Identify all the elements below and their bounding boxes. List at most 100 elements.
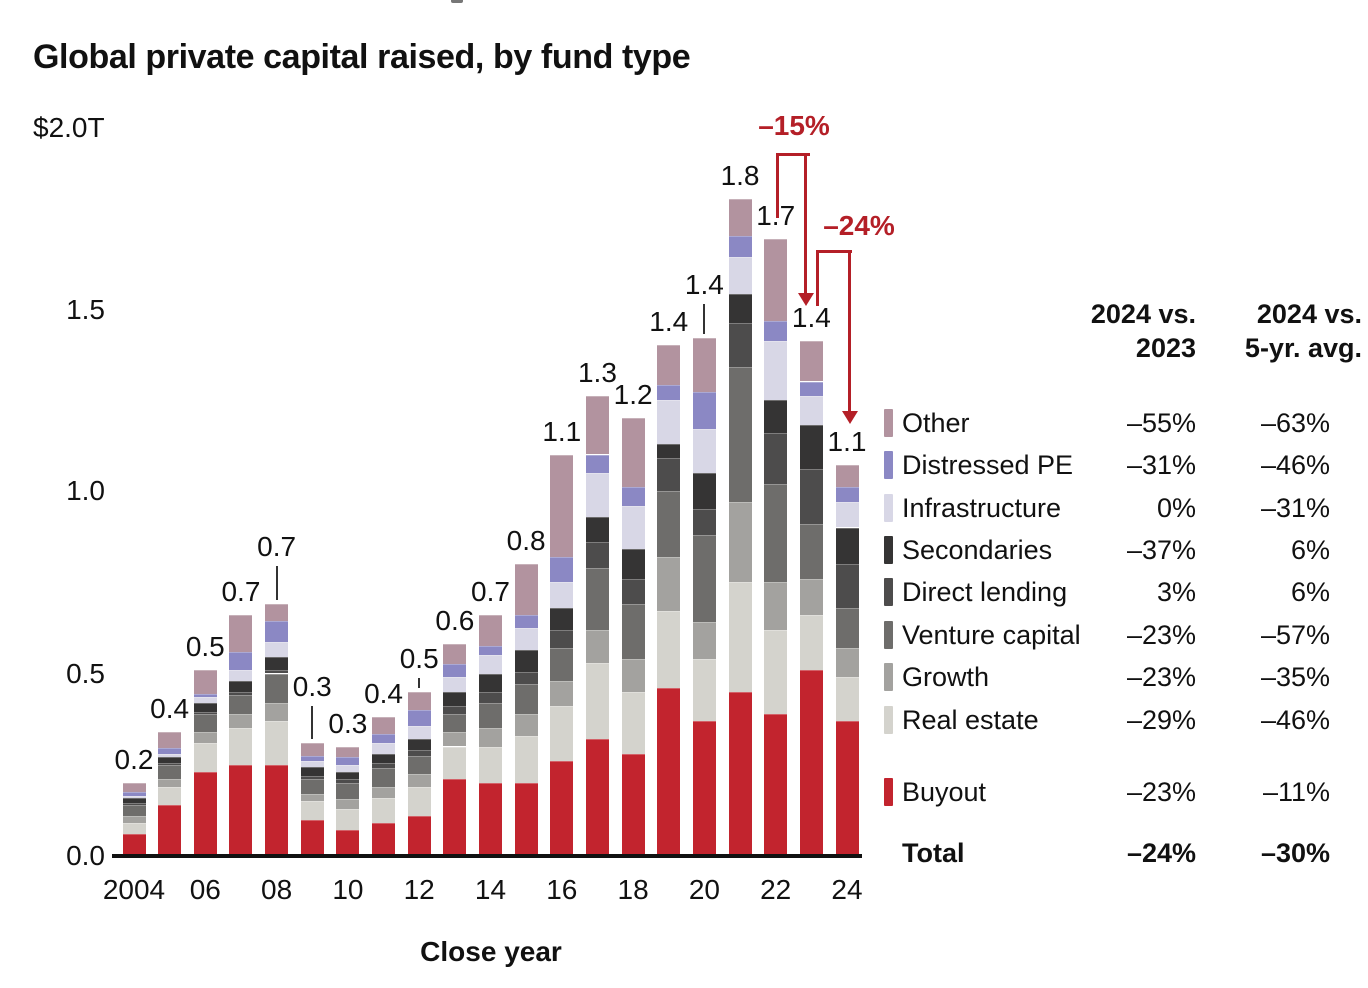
bar-total-label-2023: 1.4 xyxy=(791,302,831,334)
bar-segment-other-2004 xyxy=(122,783,146,793)
value-vs-5yr-avg-secondaries: 6% xyxy=(1290,535,1330,565)
bar-segment-growth-2015 xyxy=(514,713,538,736)
bar-segment-buyout-2024 xyxy=(835,720,859,856)
bar-segment-direct_lending-2006 xyxy=(193,711,217,714)
bar-segment-other-2024 xyxy=(835,465,859,488)
bar-segment-growth-2006 xyxy=(193,731,217,743)
bar-segment-infrastructure-2013 xyxy=(443,677,467,692)
bar-segment-other-2023 xyxy=(799,341,823,382)
x-axis-tick-label-24: 24 xyxy=(831,874,863,905)
bar-segment-infrastructure-2004 xyxy=(122,795,146,798)
bar-total-label-2008: 0.7 xyxy=(257,531,297,563)
bar-segment-growth-2013 xyxy=(443,731,467,747)
bar-segment-infrastructure-2015 xyxy=(514,627,538,650)
bar-segment-other-2005 xyxy=(158,731,182,749)
bar-segment-direct_lending-2014 xyxy=(479,691,502,703)
bar-segment-venture_capital-2016 xyxy=(550,647,574,681)
bar-segment-secondaries-2018 xyxy=(621,549,645,579)
bar-segment-secondaries-2024 xyxy=(835,527,859,564)
x-axis-line xyxy=(112,854,862,858)
bar-segment-growth-2024 xyxy=(835,647,859,678)
y-axis-tick-label: 1.0 xyxy=(66,475,105,506)
legend-label-total: Total xyxy=(902,838,965,868)
bar-segment-secondaries-2007 xyxy=(229,680,253,692)
value-vs-2023-other: –55% xyxy=(1126,408,1196,438)
bar-segment-buyout-2014 xyxy=(479,783,502,856)
annotation-arrowhead-minus15 xyxy=(798,293,814,306)
value-vs-5yr-avg-infrastructure: –31% xyxy=(1260,493,1330,523)
bar-segment-other-2008 xyxy=(265,604,289,621)
bar-segment-other-2022 xyxy=(764,239,788,322)
bar-segment-distressed_pe-2018 xyxy=(621,487,645,506)
bar-total-label-2013: 0.6 xyxy=(435,605,475,637)
x-axis-tick-label-06: 06 xyxy=(189,874,221,905)
bar-segment-buyout-2012 xyxy=(407,815,431,856)
bar-segment-distressed_pe-2008 xyxy=(265,620,289,643)
bar-segment-direct_lending-2004 xyxy=(122,803,146,805)
bar-segment-distressed_pe-2013 xyxy=(443,664,467,678)
y-axis-unit-label: $2.0T xyxy=(33,112,105,143)
bar-segment-infrastructure-2014 xyxy=(479,655,502,674)
bar-segment-distressed_pe-2009 xyxy=(300,755,324,762)
bar-segment-other-2018 xyxy=(621,418,645,488)
bar-segment-buyout-2005 xyxy=(158,804,182,856)
value-vs-2023-growth: –23% xyxy=(1126,662,1196,692)
bar-segment-venture_capital-2014 xyxy=(479,702,502,729)
bar-segment-distressed_pe-2022 xyxy=(764,321,788,342)
bar-segment-venture_capital-2009 xyxy=(300,779,324,794)
legend-swatch-infrastructure xyxy=(884,494,893,522)
bar-segment-real_estate-2004 xyxy=(122,823,146,835)
bar-segment-infrastructure-2009 xyxy=(300,761,324,767)
bar-segment-infrastructure-2023 xyxy=(799,396,823,426)
table-header-2024-vs-5yr: 2024 vs. 5-yr. avg. xyxy=(1166,297,1362,365)
bar-segment-secondaries-2009 xyxy=(300,766,324,776)
bar-segment-other-2021 xyxy=(728,199,752,236)
bar-segment-growth-2007 xyxy=(229,713,253,729)
x-axis-tick-label-10: 10 xyxy=(332,874,364,905)
value-vs-5yr-avg-total: –30% xyxy=(1260,838,1330,868)
bar-segment-growth-2023 xyxy=(799,578,823,616)
chart-title: Global private capital raised, by fund t… xyxy=(33,38,691,76)
bar-segment-venture_capital-2007 xyxy=(229,695,253,714)
bar-segment-real_estate-2016 xyxy=(550,706,574,762)
bar-segment-growth-2010 xyxy=(336,799,360,809)
bar-segment-secondaries-2022 xyxy=(764,399,788,433)
bar-segment-infrastructure-2016 xyxy=(550,582,574,608)
bar-segment-infrastructure-2011 xyxy=(372,742,396,754)
bar-segment-other-2016 xyxy=(550,454,574,557)
value-vs-2023-total: –24% xyxy=(1126,838,1196,868)
bar-segment-real_estate-2019 xyxy=(657,611,681,689)
bar-total-label-2017: 1.3 xyxy=(577,357,617,389)
bar-segment-secondaries-2012 xyxy=(407,739,431,751)
table-header-line: 5-yr. avg. xyxy=(1244,333,1362,363)
bar-segment-secondaries-2013 xyxy=(443,691,467,707)
bar-segment-buyout-2022 xyxy=(764,713,788,856)
bar-total-label-2016: 1.1 xyxy=(542,415,582,447)
bar-segment-distressed_pe-2004 xyxy=(122,792,146,796)
bar-segment-other-2017 xyxy=(585,396,609,455)
bar-segment-venture_capital-2021 xyxy=(728,366,752,502)
bar-segment-secondaries-2005 xyxy=(158,757,182,763)
bar-segment-real_estate-2008 xyxy=(265,720,289,765)
bar-segment-venture_capital-2020 xyxy=(692,534,716,623)
x-axis-tick-label-08: 08 xyxy=(261,874,293,905)
bar-segment-direct_lending-2013 xyxy=(443,706,467,714)
bar-segment-growth-2019 xyxy=(657,556,681,612)
bar-segment-venture_capital-2008 xyxy=(265,673,289,703)
bar-segment-direct_lending-2005 xyxy=(158,762,182,765)
bar-segment-direct_lending-2023 xyxy=(799,469,823,524)
y-axis-tick-label: 0.0 xyxy=(66,840,105,871)
bar-segment-buyout-2016 xyxy=(550,761,574,856)
bar-segment-direct_lending-2022 xyxy=(764,432,788,484)
bar-segment-buyout-2010 xyxy=(336,830,360,856)
bar-segment-venture_capital-2018 xyxy=(621,604,645,659)
x-axis-title: Close year xyxy=(420,936,562,967)
bar-total-label-2006: 0.5 xyxy=(185,630,225,662)
bar-segment-buyout-2017 xyxy=(585,739,609,856)
bar-segment-real_estate-2021 xyxy=(728,582,752,692)
annotation-arrow-line-minus24 xyxy=(848,250,851,412)
bar-segment-secondaries-2015 xyxy=(514,649,538,672)
table-header-line: 2024 vs. xyxy=(1256,299,1362,329)
legend-swatch-distressed-pe xyxy=(884,451,893,479)
bar-total-label-2019: 1.4 xyxy=(649,306,689,337)
